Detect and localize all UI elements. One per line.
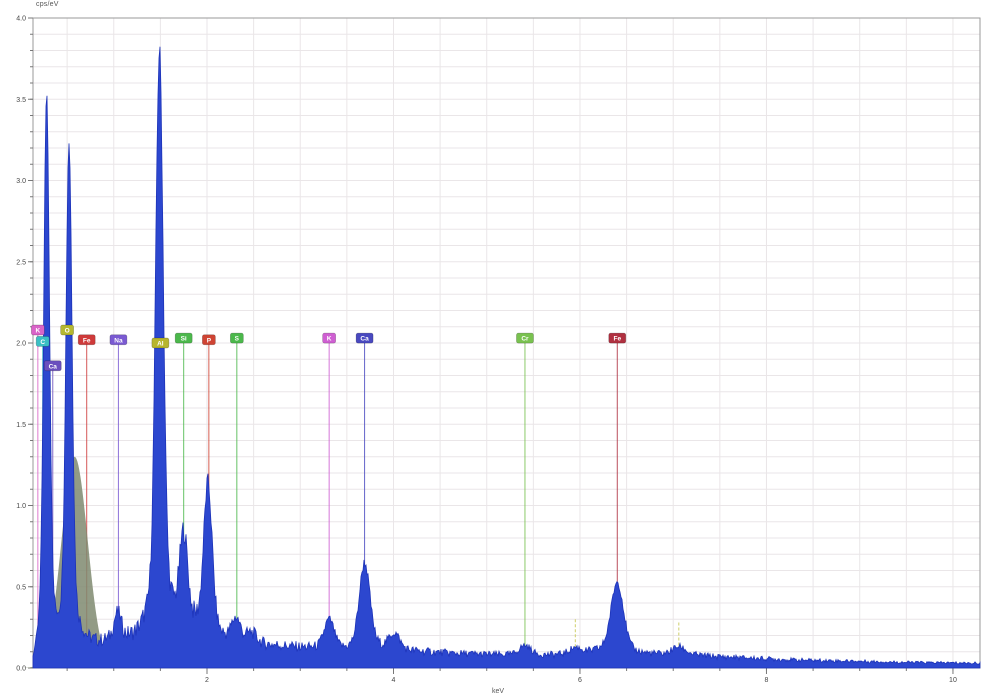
element-marker-label-Al-K: Al [157,341,164,348]
element-marker-label-Na-K: Na [114,337,123,344]
element-marker-box-P-K[interactable] [202,334,216,346]
x-tick-label: 8 [765,677,769,684]
element-marker-label-Fe-K: Fe [613,336,621,343]
element-marker-box-Na-K[interactable] [109,334,128,346]
element-marker-label-Ca-L: Ca [49,363,58,370]
y-tick-label: 4.0 [16,16,26,23]
y-tick-label: 1.5 [16,422,26,429]
y-tick-label: 1.0 [16,503,26,510]
element-marker-label-Si-K: Si [181,336,187,343]
element-marker-box-Si-K[interactable] [174,332,193,344]
element-marker-box-Fe-L[interactable] [77,334,96,346]
element-marker-box-Fe-K[interactable] [608,332,627,344]
element-marker-label-K-K: K [327,336,332,343]
element-marker-box-S-K[interactable] [229,332,244,344]
element-marker-label-Cr-K: Cr [521,336,529,343]
y-tick-label: 0.0 [16,666,26,673]
x-tick-label: 2 [205,677,209,684]
x-tick-label: 10 [949,677,957,684]
element-marker-box-Al-K[interactable] [151,337,170,349]
element-marker-label-C-K: C [40,339,45,346]
element-marker-box-K-L[interactable] [30,324,45,336]
y-tick-label: 3.0 [16,178,26,185]
element-marker-box-K-K[interactable] [322,332,336,344]
y-tick-label: 0.5 [16,584,26,591]
element-marker-label-Ca-K: Ca [360,336,369,343]
x-tick-label: 4 [392,677,396,684]
spectrum-area-path [32,46,981,669]
element-marker-box-Ca-L[interactable] [43,360,62,372]
element-marker-box-O-K[interactable] [60,324,74,336]
element-marker-label-Fe-L: Fe [83,337,91,344]
element-marker-box-Cr-K[interactable] [516,332,534,344]
x-tick-label: 6 [578,677,582,684]
y-tick-label: 3.5 [16,97,26,104]
element-marker-label-P-K: P [207,337,212,344]
element-marker-label-K-L: K [35,328,40,335]
element-marker-label-O-K: O [65,328,70,335]
element-marker-box-C-K[interactable] [35,336,50,347]
y-tick-label: 2.5 [16,259,26,266]
x-axis-title: keV [492,688,505,695]
y-axis-unit-label: cps/eV [36,1,59,8]
y-tick-label: 2.0 [16,341,26,348]
element-marker-box-Ca-K[interactable] [355,332,374,344]
element-marker-label-S-K: S [235,336,240,343]
